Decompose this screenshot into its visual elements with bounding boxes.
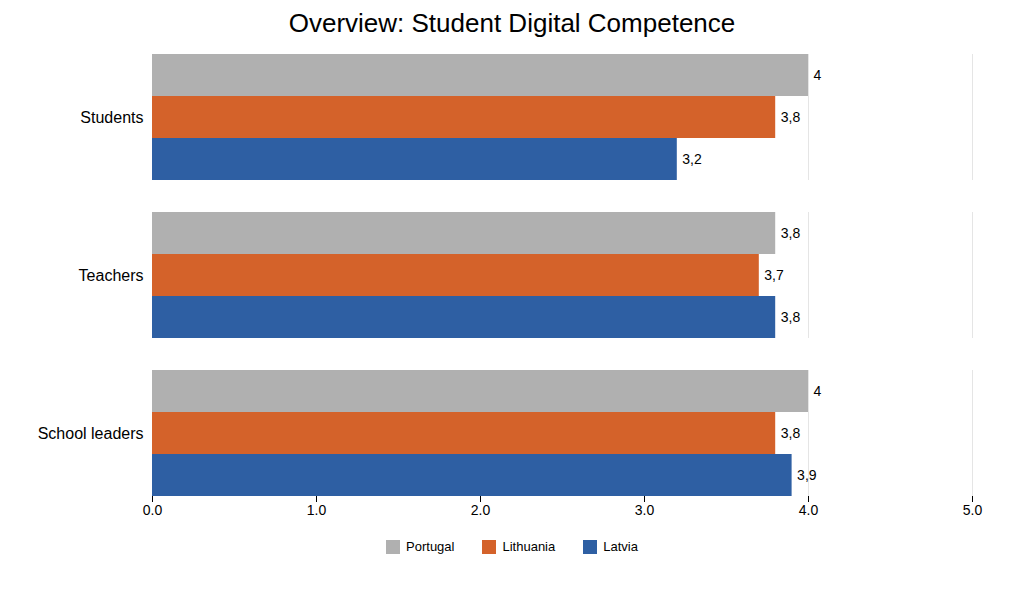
svg-text:5.0: 5.0 xyxy=(963,502,983,518)
html-text:Latvia: Latvia xyxy=(603,539,638,554)
svg-text:3,2: 3,2 xyxy=(682,151,702,167)
svg-text:3,9: 3,9 xyxy=(797,467,817,483)
svg-text:0.0: 0.0 xyxy=(143,502,163,518)
svg-text:4: 4 xyxy=(814,67,822,83)
svg-text:School leaders: School leaders xyxy=(38,425,144,442)
html-text:Portugal: Portugal xyxy=(406,539,455,554)
svg-text:4: 4 xyxy=(814,383,822,399)
html-text:Lithuania: Lithuania xyxy=(502,539,556,554)
svg-text:4.0: 4.0 xyxy=(799,502,819,518)
svg-text:Students: Students xyxy=(80,109,143,126)
svg-text:3,8: 3,8 xyxy=(781,425,801,441)
svg-text:1.0: 1.0 xyxy=(307,502,327,518)
svg-text:3,8: 3,8 xyxy=(781,225,801,241)
svg-text:Teachers: Teachers xyxy=(79,267,144,284)
svg-text:3,8: 3,8 xyxy=(781,309,801,325)
html-text:Overview: Student Digital Comp: Overview: Student Digital Competence xyxy=(288,8,736,38)
svg-text:3,8: 3,8 xyxy=(781,109,801,125)
svg-text:3.0: 3.0 xyxy=(635,502,655,518)
svg-text:2.0: 2.0 xyxy=(471,502,491,518)
svg-text:3,7: 3,7 xyxy=(764,267,784,283)
